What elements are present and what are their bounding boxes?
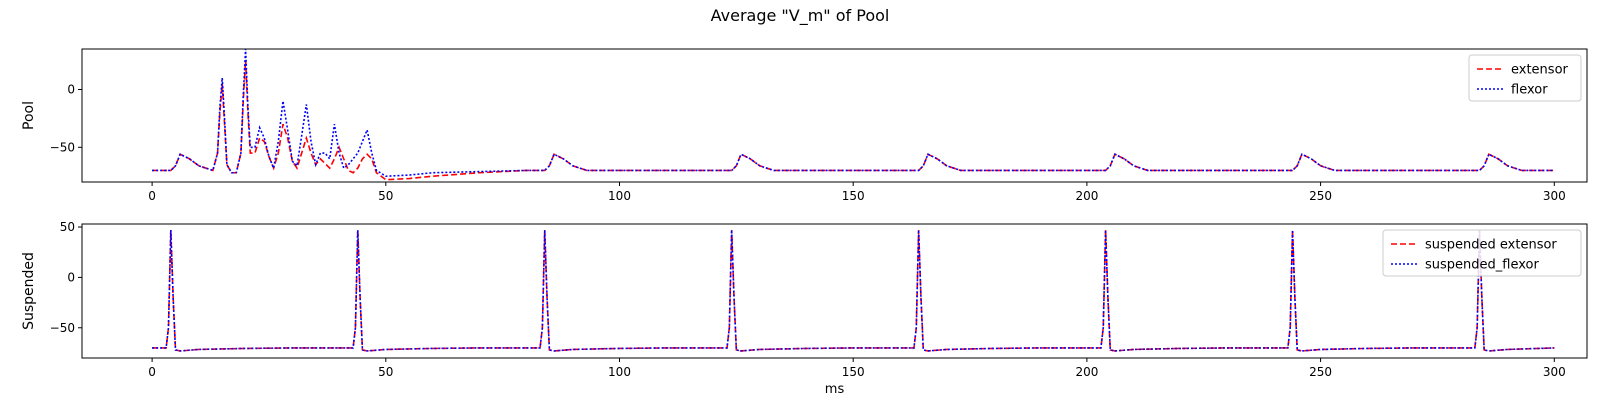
legend: suspended extensor suspended_flexor (1382, 229, 1582, 277)
series-line-suspended extensor (152, 230, 1555, 352)
x-tick-label: 250 (1309, 365, 1332, 379)
y-tick-label: 0 (67, 82, 75, 96)
x-tick-label: 200 (1075, 365, 1098, 379)
x-tick-label: 100 (608, 365, 631, 379)
x-tick-label: 300 (1543, 365, 1566, 379)
x-axis-label: ms (825, 382, 845, 397)
series-line-extensor (152, 60, 1555, 181)
y-tick-label: −50 (50, 140, 75, 154)
legend-label: suspended extensor (1425, 238, 1557, 253)
x-tick-label: 0 (148, 189, 156, 203)
y-tick-label: 0 (67, 270, 75, 284)
legend-box (1382, 229, 1582, 277)
axes-frame (81, 223, 1588, 359)
y-axis-label: Suspended (21, 252, 37, 330)
chart-panel-1: 0 50 100 150 200 250 300 50 0 −50 Suspended ms suspe… (21, 220, 1588, 397)
x-tick-label: 250 (1309, 189, 1332, 203)
x-tick-label: 50 (378, 365, 393, 379)
x-tick-label: 200 (1075, 189, 1098, 203)
legend-label: extensor (1511, 63, 1569, 78)
x-tick-label: 0 (148, 365, 156, 379)
chart-panel-0: 0 50 100 150 200 250 300 0 −50 Pool extensor flexor (21, 48, 1588, 203)
y-tick-label: −50 (50, 321, 75, 335)
x-tick-label: 300 (1543, 189, 1566, 203)
y-axis-label: Pool (21, 101, 37, 130)
x-tick-label: 100 (608, 189, 631, 203)
x-tick-label: 150 (842, 365, 865, 379)
axes-frame (81, 48, 1588, 183)
series-line-flexor (152, 49, 1555, 178)
legend-label: suspended_flexor (1425, 258, 1539, 273)
legend: extensor flexor (1468, 54, 1582, 102)
series-line-suspended_flexor (152, 230, 1555, 352)
x-tick-label: 150 (842, 189, 865, 203)
y-tick-label: 50 (60, 220, 75, 234)
figure-title: Average "V_m" of Pool (711, 6, 890, 26)
x-tick-label: 50 (378, 189, 393, 203)
legend-label: flexor (1511, 83, 1548, 98)
